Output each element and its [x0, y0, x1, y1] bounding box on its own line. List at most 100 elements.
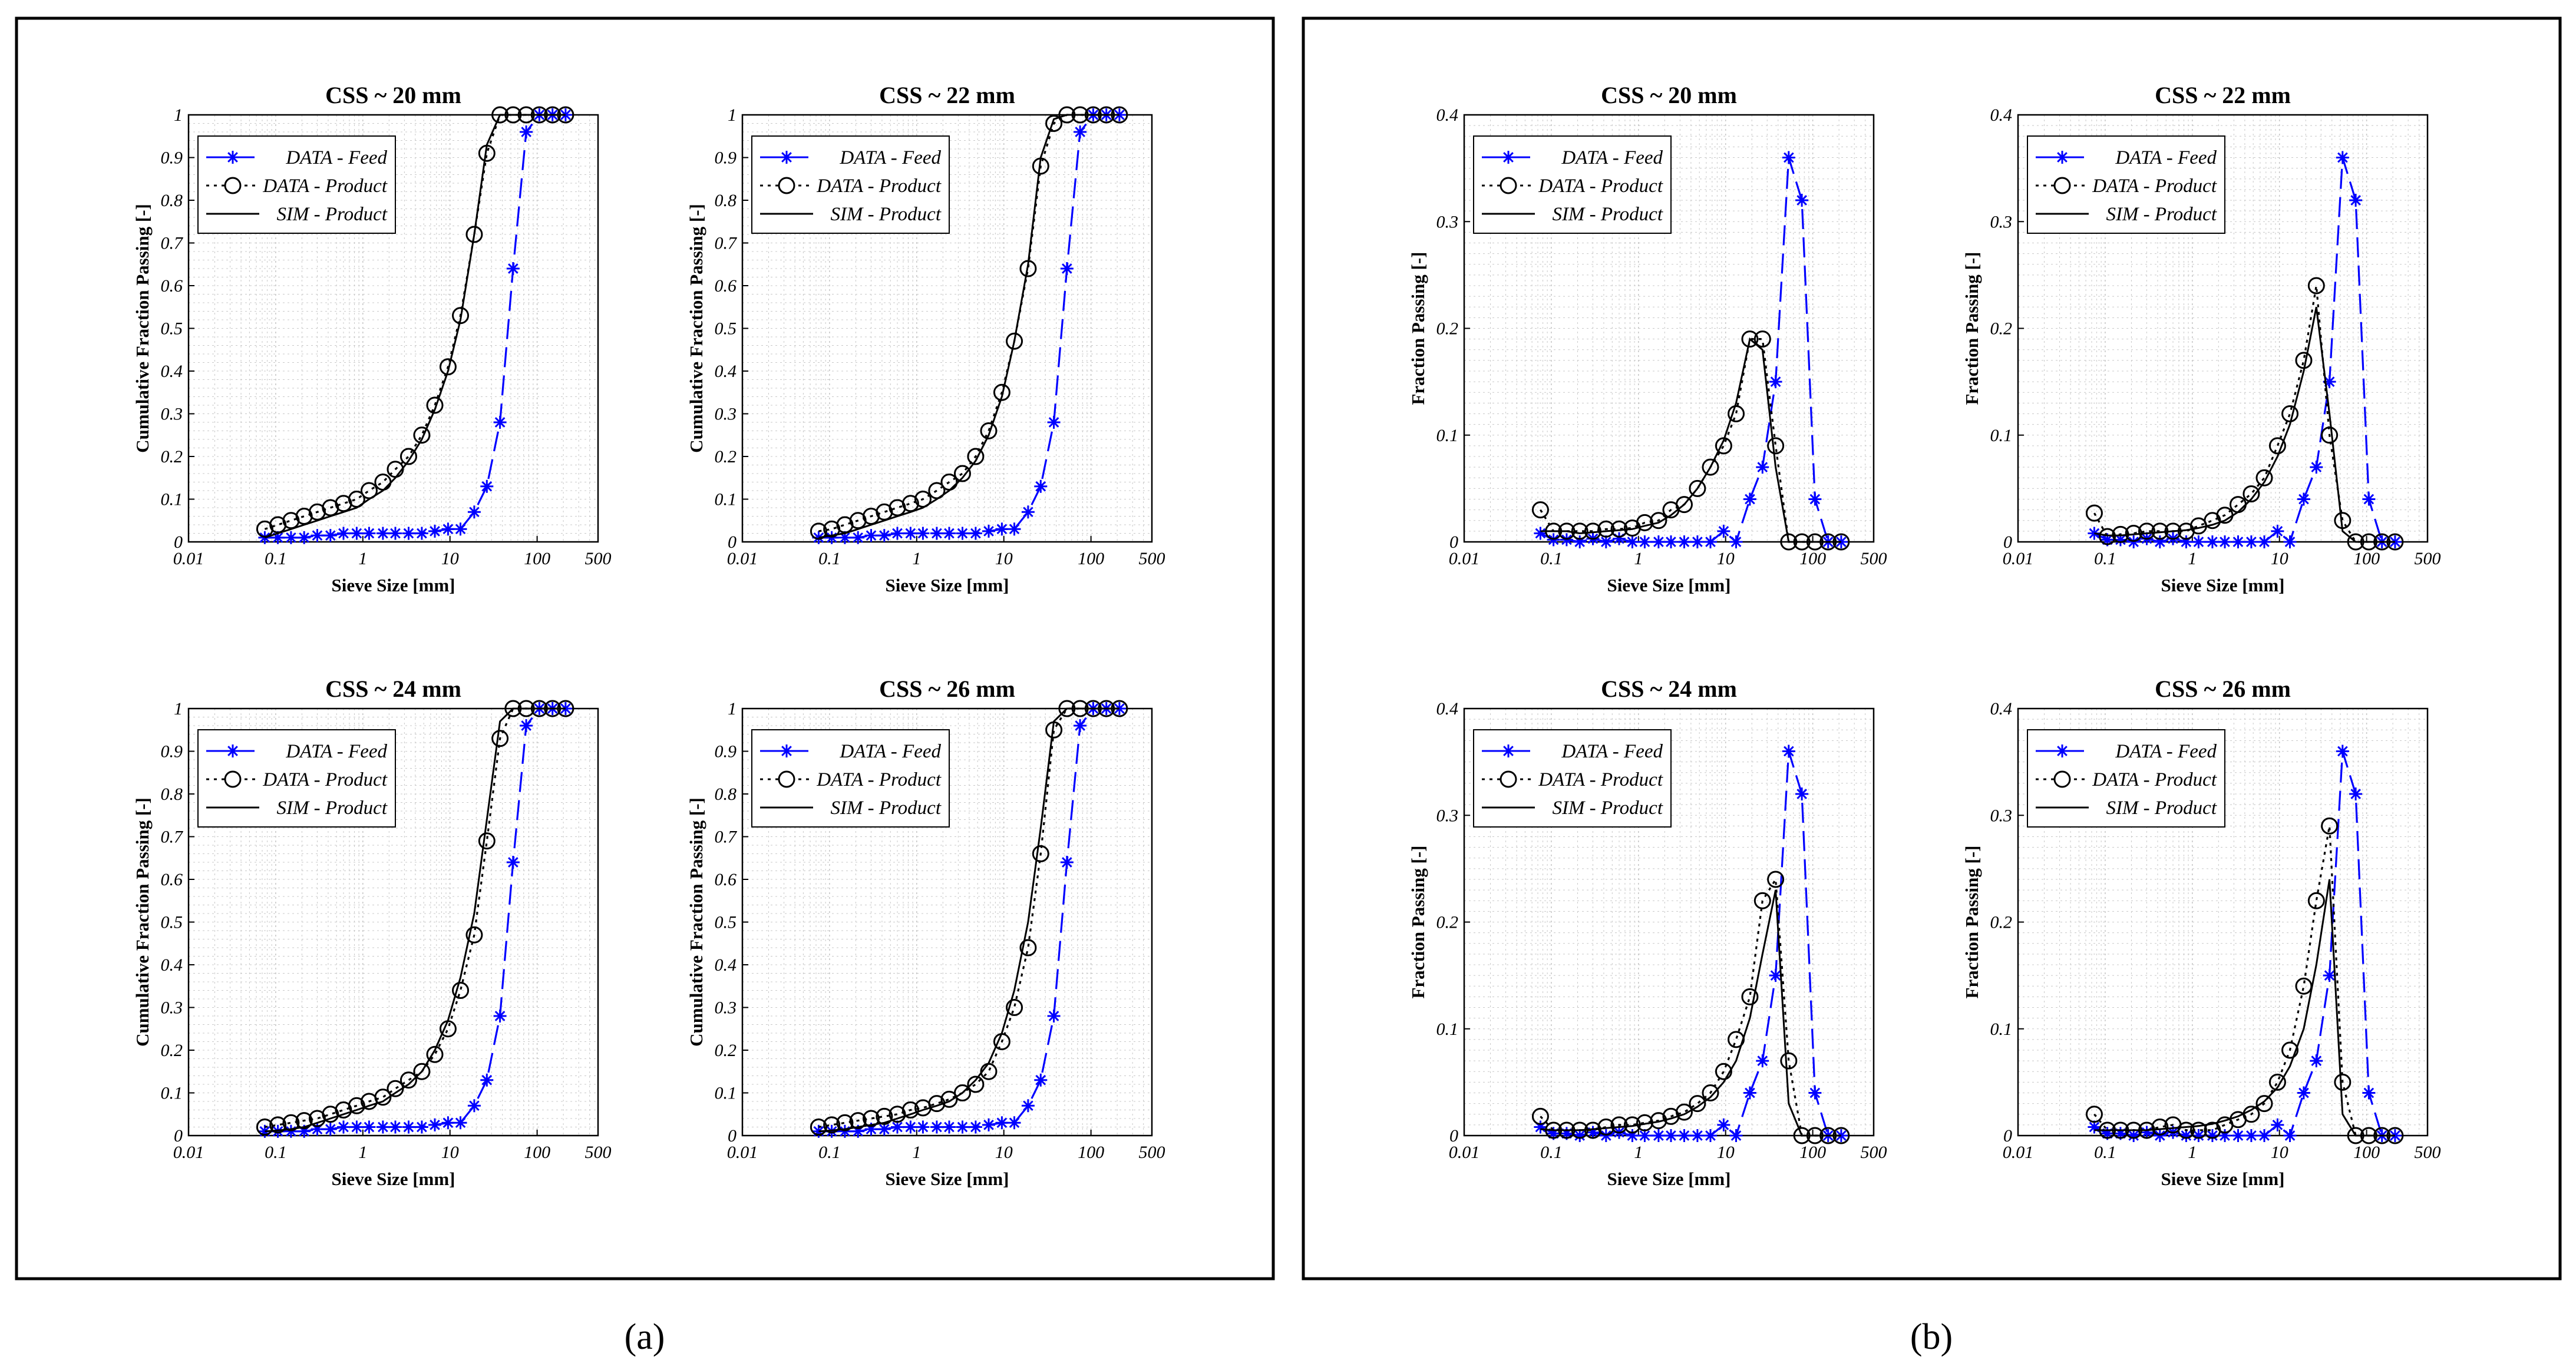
data-point	[943, 527, 956, 540]
y-tick-label: 0.2	[715, 1041, 737, 1060]
data-point	[311, 1123, 324, 1136]
data-point	[1047, 416, 1061, 429]
series-sim	[2094, 879, 2395, 1137]
data-point	[995, 1116, 1009, 1130]
data-point	[2268, 1073, 2286, 1091]
data-point	[1560, 533, 1573, 547]
data-point	[1547, 533, 1560, 547]
legend-label-feed: DATA - Feed	[1561, 147, 1663, 168]
data-point	[1795, 194, 1809, 207]
data-point	[1753, 330, 1771, 348]
y-tick-label: 0.8	[715, 191, 737, 210]
y-tick-label: 0.3	[161, 998, 183, 1018]
x-tick-label: 100	[1078, 549, 1104, 568]
data-point	[980, 1063, 998, 1080]
data-point	[1638, 535, 1652, 548]
legend-marker-feed	[1502, 151, 1515, 164]
data-point	[399, 448, 417, 465]
y-tick-label: 0.4	[1436, 105, 1459, 125]
data-point	[1665, 535, 1677, 548]
data-point	[838, 531, 851, 544]
y-tick-label: 0.3	[1436, 806, 1459, 825]
x-tick-label: 500	[585, 1143, 612, 1162]
x-axis-label: Sieve Size [mm]	[1607, 1169, 1730, 1189]
data-point	[441, 1116, 455, 1130]
data-point	[2113, 533, 2127, 547]
chart-title: CSS ~ 22 mm	[2155, 82, 2291, 108]
data-point	[2218, 1129, 2231, 1142]
x-tick-label: 0.01	[2003, 1143, 2034, 1162]
data-point	[1613, 532, 1626, 545]
y-tick-label: 0	[1449, 1126, 1458, 1146]
x-tick-label: 1	[2188, 549, 2197, 568]
y-tick-label: 1	[174, 699, 183, 719]
x-tick-label: 1	[1634, 549, 1643, 568]
data-point	[1586, 1126, 1600, 1139]
x-tick-label: 0.1	[1540, 1143, 1563, 1162]
data-point	[969, 527, 982, 540]
data-point	[399, 1071, 417, 1089]
data-point	[876, 1107, 893, 1125]
data-point	[851, 531, 865, 544]
x-axis-label: Sieve Size [mm]	[2161, 575, 2284, 595]
data-point	[2113, 1127, 2127, 1140]
data-point	[1060, 856, 1074, 869]
data-point	[426, 396, 444, 414]
y-tick-label: 0.4	[715, 955, 737, 975]
data-point	[1677, 1129, 1691, 1142]
x-tick-label: 10	[1717, 1143, 1735, 1162]
data-point	[2138, 522, 2155, 540]
data-point	[838, 1124, 851, 1138]
series-feed	[258, 108, 572, 544]
data-point	[1650, 512, 1667, 530]
data-point	[956, 527, 969, 540]
data-point	[1743, 1086, 1756, 1100]
data-point	[323, 1123, 337, 1136]
data-point	[2323, 969, 2336, 982]
data-point	[2231, 535, 2245, 548]
legend-label-feed: DATA - Feed	[839, 147, 941, 168]
data-point	[1729, 535, 1743, 548]
y-tick-label: 0.1	[715, 490, 737, 509]
data-point	[930, 527, 943, 540]
data-point	[2297, 1086, 2310, 1100]
y-tick-label: 0.8	[161, 191, 183, 210]
data-point	[323, 529, 337, 542]
data-point	[877, 529, 891, 542]
series-line-feed	[818, 114, 1119, 539]
legend-label-feed: DATA - Feed	[2115, 741, 2217, 762]
data-point	[452, 982, 470, 999]
chart-b-6: 0.01 0.1 1 10 100 500 0 0.1 0.2 0.3 0.4 CSS ~ 24 mm…	[1408, 676, 1887, 1189]
x-tick-label: 0.1	[265, 1143, 287, 1162]
data-point	[956, 1120, 969, 1134]
y-tick-label: 0.7	[161, 828, 184, 847]
chart-a-0: 0.01 0.1 1 10 100 500 0 0.1 0.2 0.3 0.4 0.5 0.6 0.7 0.…	[132, 82, 612, 595]
data-point	[2099, 528, 2116, 545]
data-point	[295, 1112, 313, 1130]
data-point	[1006, 332, 1023, 350]
y-axis-label: Cumulative Fraction Passing [-]	[132, 204, 153, 453]
data-point	[1808, 1086, 1822, 1100]
legend-marker-product	[2053, 177, 2071, 194]
data-point	[1782, 744, 1795, 758]
legend-label-feed: DATA - Feed	[1561, 741, 1663, 762]
data-point	[2231, 1129, 2245, 1142]
data-point	[2268, 437, 2286, 455]
legend-marker-product	[2053, 770, 2071, 788]
data-point	[1690, 535, 1704, 548]
y-tick-label: 0.3	[1990, 806, 2013, 825]
legend-label-product: DATA - Product	[2092, 176, 2217, 197]
data-point	[376, 527, 389, 540]
data-point	[825, 531, 838, 544]
legend: DATA - Feed DATA - Product SIM - Product	[751, 729, 950, 828]
legend-label-product: DATA - Product	[262, 176, 388, 197]
series-line-sim	[1540, 337, 1841, 543]
data-point	[891, 1120, 904, 1134]
data-point	[967, 1076, 985, 1093]
legend-marker-product	[1500, 770, 1517, 788]
data-point	[849, 1112, 867, 1130]
data-point	[298, 531, 311, 544]
data-point	[1008, 1116, 1021, 1130]
data-point	[2336, 151, 2349, 164]
legend: DATA - Feed DATA - Product SIM - Product	[1473, 729, 1672, 828]
